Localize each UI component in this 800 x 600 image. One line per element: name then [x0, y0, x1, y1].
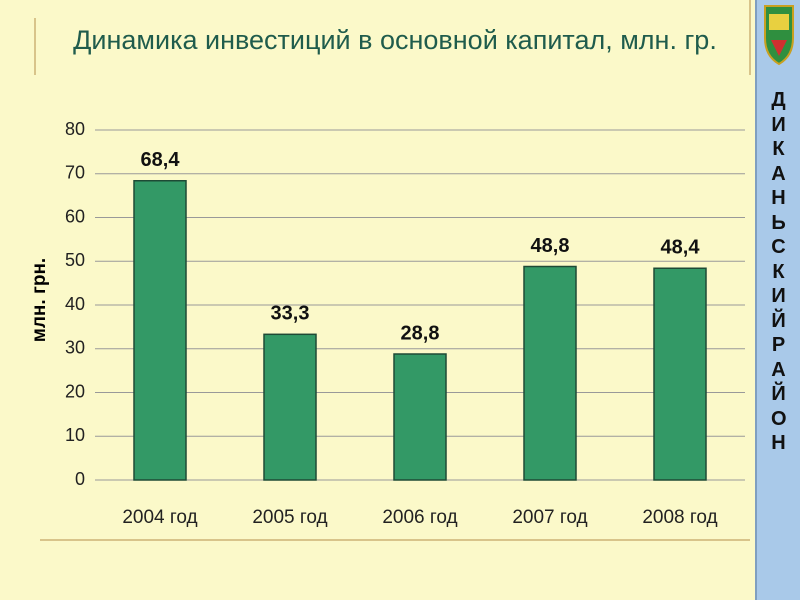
x-tick-label: 2004 год: [122, 507, 197, 528]
y-axis-label: млн. грн.: [29, 258, 50, 342]
sidebar-text: ДИКАНЬСКИЙ РАЙОН: [771, 89, 792, 454]
x-tick-label: 2007 год: [512, 507, 587, 528]
shield-detail: [769, 14, 789, 30]
y-tick-label: 60: [65, 206, 85, 226]
coat-of-arms: [764, 5, 794, 66]
x-tick-label: 2005 год: [252, 507, 327, 528]
chart: млн. грн. 0 10 20 30 40 50 60 70 80 2004 год 68,4 2…: [29, 0, 751, 541]
y-tick-label: 80: [65, 119, 85, 139]
x-tick-label: 2008 год: [642, 507, 717, 528]
y-tick-label: 70: [65, 163, 85, 183]
x-tick-label: 2006 год: [382, 507, 457, 528]
y-tick-label: 50: [65, 250, 85, 270]
y-tick-label: 30: [65, 338, 85, 358]
bar: [523, 265, 577, 481]
value-label: 48,8: [531, 235, 570, 257]
bar: [133, 180, 187, 481]
bar: [393, 353, 447, 481]
bar: [263, 333, 317, 481]
value-label: 28,8: [401, 322, 440, 344]
sidebar: ДИКАНЬСКИЙ РАЙОН: [755, 0, 800, 600]
y-tick-label: 20: [65, 381, 85, 401]
value-label: 68,4: [141, 149, 181, 171]
y-tick-label: 10: [65, 425, 85, 445]
value-label: 48,4: [661, 237, 701, 259]
y-tick-label: 40: [65, 294, 85, 314]
value-label: 33,3: [271, 303, 310, 325]
y-tick-label: 0: [75, 469, 85, 489]
chart-title: Динамика инвестиций в основной капитал, …: [73, 25, 717, 55]
shield-detail: [771, 40, 787, 56]
bar: [653, 267, 707, 481]
